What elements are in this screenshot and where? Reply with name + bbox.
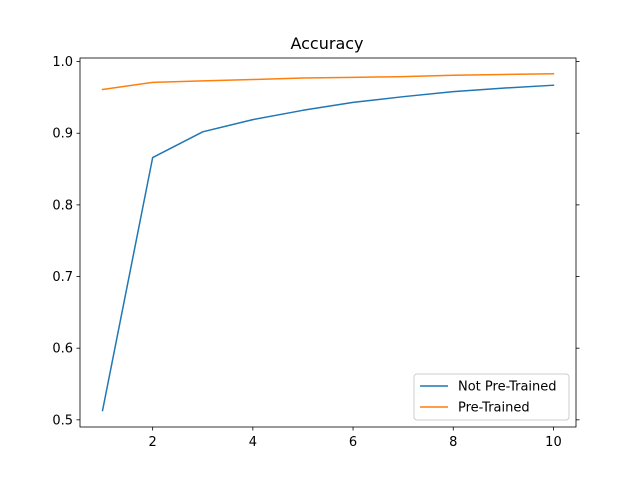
y-tick-label: 0.6 [52,342,73,357]
series-line-0 [101,84,555,412]
y-tick-label: 0.7 [52,270,73,285]
y-tick-label: 0.8 [52,198,73,213]
legend-box [413,373,570,421]
plot-area [101,72,555,412]
x-tick-label: 8 [449,435,457,450]
axes-frame [79,57,577,428]
legend-label-1: Pre-Trained [458,401,530,416]
x-tick-label: 6 [349,435,357,450]
x-tick-label: 2 [149,435,157,450]
x-tick-label: 4 [249,435,257,450]
legend-label-0: Not Pre-Trained [458,380,557,395]
axes-layer: 0.5 0.6 0.7 0.8 0.9 1.0 2 4 6 8 10 [52,55,580,450]
series-line-1 [101,72,555,91]
legend: Not Pre-Trained Pre-Trained [413,373,570,421]
x-tick-label: 10 [545,435,562,450]
y-tick-label: 0.5 [52,413,73,428]
chart-title: Accuracy [290,34,363,53]
y-tick-label: 1.0 [52,55,73,70]
y-tick-label: 0.9 [52,127,73,142]
